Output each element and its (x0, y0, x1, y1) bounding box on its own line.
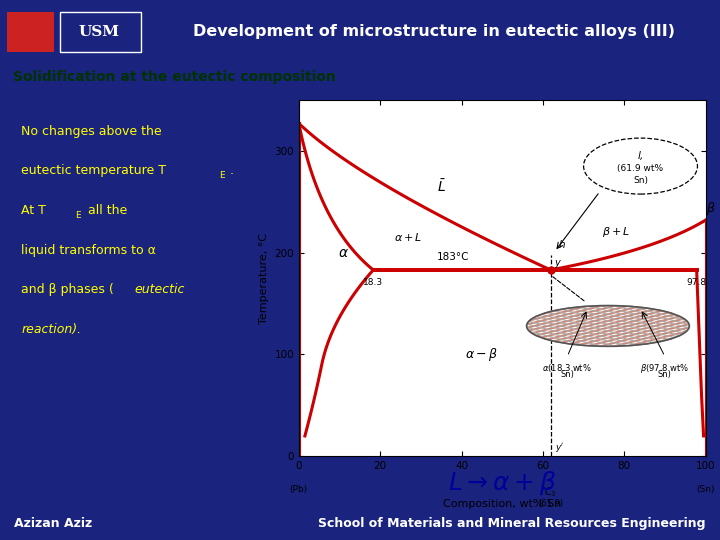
Text: .: . (230, 164, 234, 178)
Text: $\bar{L}$: $\bar{L}$ (437, 178, 446, 195)
Text: $\alpha - \beta$: $\alpha - \beta$ (465, 346, 498, 363)
Text: 183°C: 183°C (437, 252, 469, 262)
Text: School of Materials and Mineral Resources Engineering: School of Materials and Mineral Resource… (318, 517, 706, 530)
Text: $\alpha$: $\alpha$ (338, 246, 349, 260)
Text: 18.3: 18.3 (363, 278, 383, 287)
Text: Sn): Sn) (560, 370, 575, 379)
Text: h: h (559, 240, 565, 249)
Text: At T: At T (22, 204, 46, 217)
Text: $\alpha$(18.3 wt%: $\alpha$(18.3 wt% (542, 362, 592, 374)
Text: $l$,: $l$, (637, 150, 644, 163)
Text: E: E (220, 171, 225, 180)
Bar (6, 12, 54, 52)
Text: Development of microstructure in eutectic alloys (III): Development of microstructure in eutecti… (193, 24, 675, 39)
Text: (61.9): (61.9) (538, 499, 563, 508)
X-axis label: Composition, wt% Sn: Composition, wt% Sn (443, 499, 562, 509)
Text: E: E (75, 211, 81, 220)
Text: $\alpha + L$: $\alpha + L$ (395, 231, 423, 244)
Text: (Sn): (Sn) (696, 485, 715, 494)
Text: (Pb): (Pb) (289, 485, 308, 494)
Text: $L \rightarrow \alpha + \beta$: $L \rightarrow \alpha + \beta$ (448, 469, 557, 497)
Text: $C_3$: $C_3$ (544, 485, 557, 498)
Text: $\beta$(97.8 wt%: $\beta$(97.8 wt% (640, 362, 690, 375)
Text: eutectic: eutectic (134, 284, 184, 296)
Y-axis label: Temperature, °C: Temperature, °C (258, 233, 269, 323)
Text: No changes above the: No changes above the (22, 125, 162, 138)
Text: reaction).: reaction). (22, 323, 81, 336)
Text: $\beta$: $\beta$ (706, 200, 715, 217)
Text: y: y (554, 258, 560, 268)
Text: Solidification at the eutectic composition: Solidification at the eutectic compositi… (14, 70, 336, 84)
Bar (60, 12, 141, 52)
Text: liquid transforms to α: liquid transforms to α (22, 244, 156, 257)
Text: Azizan Aziz: Azizan Aziz (14, 517, 93, 530)
Text: and β phases (: and β phases ( (22, 284, 114, 296)
Text: eutectic temperature T: eutectic temperature T (22, 164, 166, 178)
Text: Sn): Sn) (633, 176, 648, 185)
Circle shape (526, 306, 689, 346)
Text: USM: USM (79, 25, 120, 39)
Text: all the: all the (84, 204, 127, 217)
Text: 97.8: 97.8 (687, 278, 707, 287)
Text: $y'$: $y'$ (554, 441, 564, 454)
Text: Sn): Sn) (658, 370, 672, 379)
Text: (61.9 wt%: (61.9 wt% (618, 164, 664, 173)
Text: $\beta + L$: $\beta + L$ (602, 225, 630, 239)
